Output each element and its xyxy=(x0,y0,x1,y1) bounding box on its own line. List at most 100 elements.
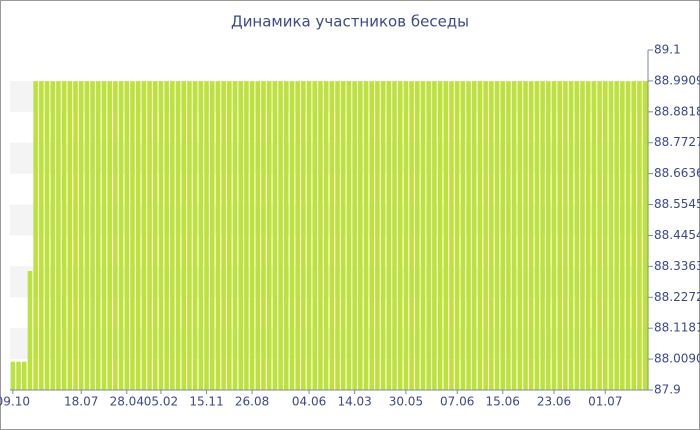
bar xyxy=(631,81,637,391)
y-tick-label: 88.4454 xyxy=(654,228,700,242)
x-tick-label: 23.06 xyxy=(537,395,571,409)
bar xyxy=(358,81,363,391)
bar xyxy=(215,81,221,391)
bar xyxy=(403,81,409,391)
bar xyxy=(466,81,471,391)
bar xyxy=(50,81,56,391)
bar xyxy=(278,81,283,391)
y-tick-label: 89.1 xyxy=(654,43,681,57)
bar xyxy=(96,81,101,391)
bar xyxy=(591,81,597,391)
bar xyxy=(221,81,226,391)
bar xyxy=(78,81,84,391)
bar xyxy=(329,81,335,391)
bar xyxy=(152,81,158,391)
bar xyxy=(272,81,278,391)
bar xyxy=(113,81,118,391)
bar xyxy=(443,81,449,391)
bar xyxy=(557,81,562,391)
chart-title: Динамика участников беседы xyxy=(231,13,469,31)
bar xyxy=(283,81,289,391)
bar xyxy=(489,81,494,391)
y-tick-label: 87.9 xyxy=(654,383,681,397)
bar xyxy=(500,81,506,391)
y-tick-label: 88.7727 xyxy=(654,135,700,149)
x-tick-label: 30.05 xyxy=(389,395,423,409)
bar xyxy=(608,81,614,391)
bar xyxy=(415,81,420,391)
bar xyxy=(397,81,403,391)
x-tick-label: 26.08 xyxy=(235,395,269,409)
bar xyxy=(130,81,135,391)
bar xyxy=(27,271,33,390)
bar xyxy=(312,81,318,391)
bar xyxy=(346,81,352,391)
bar xyxy=(551,81,557,391)
bar xyxy=(209,81,215,391)
bar xyxy=(175,81,181,391)
bar xyxy=(517,81,523,391)
y-tick-label: 88.1181 xyxy=(654,321,700,335)
bar xyxy=(227,81,232,391)
bar xyxy=(295,81,300,391)
bar xyxy=(460,81,466,391)
bar xyxy=(614,81,619,391)
bar xyxy=(642,81,648,391)
bar xyxy=(534,81,540,391)
bar xyxy=(192,81,198,391)
bar xyxy=(101,81,107,391)
x-tick-label: 01.07 xyxy=(588,395,622,409)
bar xyxy=(409,81,414,391)
bar xyxy=(620,81,625,391)
y-tick-label: 88.9909 xyxy=(654,73,700,87)
y-tick-label: 88.0090 xyxy=(654,352,700,366)
bar xyxy=(10,361,16,390)
bar xyxy=(301,81,306,391)
bar xyxy=(56,81,61,391)
bar xyxy=(494,81,500,391)
bar xyxy=(187,81,192,391)
bar xyxy=(540,81,545,391)
bar xyxy=(61,81,67,391)
bar xyxy=(483,81,488,391)
bar xyxy=(124,81,130,391)
bar xyxy=(255,81,261,391)
x-tick-label: 05.02 xyxy=(144,395,178,409)
bar xyxy=(602,81,608,391)
y-tick-label: 88.3363 xyxy=(654,259,700,273)
bar xyxy=(16,361,21,390)
bar xyxy=(170,81,175,391)
bar xyxy=(232,81,238,391)
bar xyxy=(107,81,112,391)
bar xyxy=(426,81,431,391)
bar xyxy=(375,81,380,391)
marks xyxy=(10,81,648,391)
bar xyxy=(392,81,397,391)
bar xyxy=(386,81,392,391)
bar xyxy=(471,81,477,391)
bar xyxy=(249,81,255,391)
bar xyxy=(546,81,551,391)
bar xyxy=(352,81,357,391)
bar xyxy=(84,81,90,391)
y-tick-label: 88.5545 xyxy=(654,197,700,211)
x-tick-label: 14.03 xyxy=(337,395,371,409)
y-tick-label: 88.2272 xyxy=(654,290,700,304)
y-tick-label: 88.6636 xyxy=(654,166,700,180)
bar xyxy=(323,81,329,391)
bar xyxy=(625,81,631,391)
bar xyxy=(369,81,375,391)
bar xyxy=(198,81,204,391)
bar xyxy=(67,81,73,391)
bar xyxy=(164,81,169,391)
bar xyxy=(420,81,426,391)
bar xyxy=(511,81,517,391)
bar xyxy=(204,81,209,391)
bar xyxy=(585,81,591,391)
bar xyxy=(340,81,346,391)
bar xyxy=(563,81,568,391)
bar xyxy=(523,81,528,391)
x-tick-label: 04.06 xyxy=(292,395,326,409)
